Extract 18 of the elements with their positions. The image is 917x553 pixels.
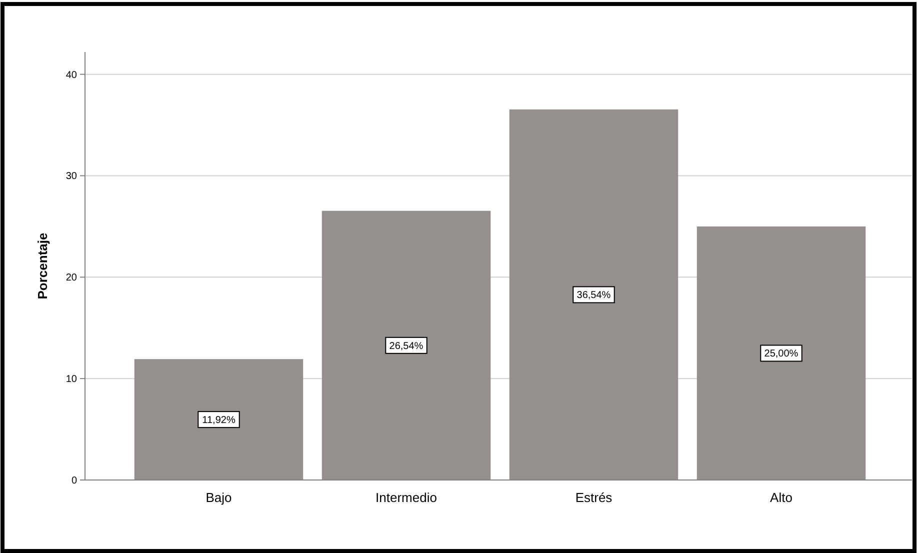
data-label: 11,92%	[202, 415, 236, 426]
x-tick-label: Alto	[770, 490, 792, 505]
y-axis-title: Porcentaje	[35, 232, 50, 300]
y-tick-label: 0	[71, 476, 78, 486]
bar	[696, 226, 866, 480]
x-tick-label: Intermedio	[376, 490, 437, 505]
bar	[509, 109, 678, 480]
bar	[134, 359, 304, 480]
y-tick-label: 20	[66, 272, 78, 284]
bar	[322, 210, 491, 480]
x-tick-label: Estrés	[575, 490, 613, 505]
data-label: 25,00%	[764, 348, 798, 360]
x-tick-label: Bajo	[206, 490, 232, 505]
y-tick-label: 40	[66, 70, 78, 81]
data-label: 26,54%	[389, 340, 424, 352]
y-tick-label: 10	[66, 374, 78, 386]
y-tick-label: 30	[66, 171, 78, 182]
data-label: 36,54%	[576, 290, 611, 302]
